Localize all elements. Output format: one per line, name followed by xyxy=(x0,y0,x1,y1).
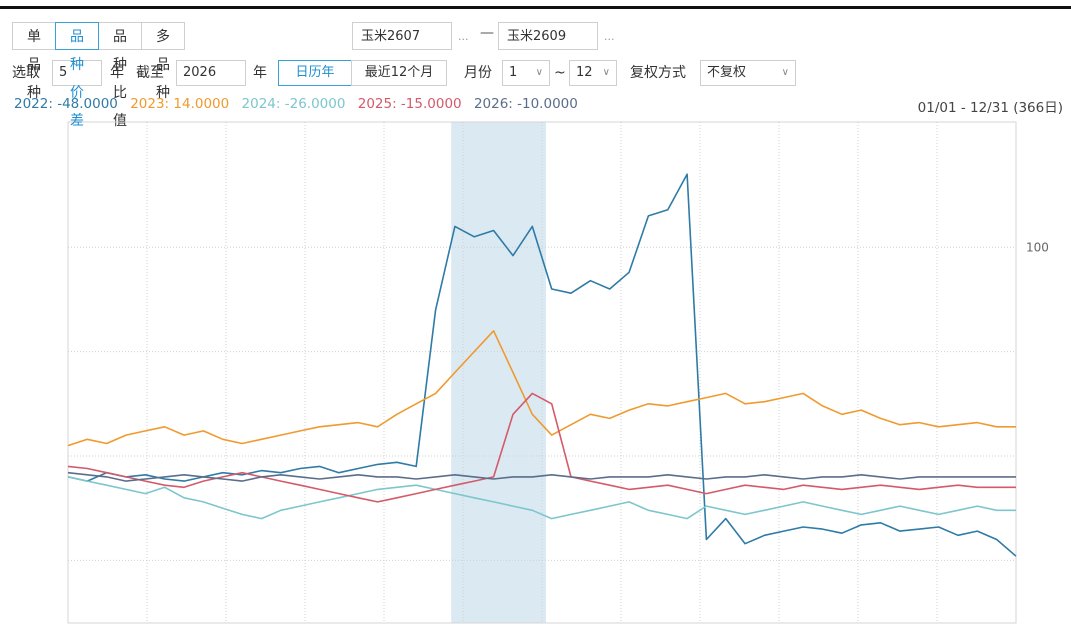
pair-dash: — xyxy=(480,25,494,41)
tab-single[interactable]: 单品种 xyxy=(12,22,56,101)
month-label: 月份 xyxy=(464,65,492,81)
series-line-2025 xyxy=(67,392,1016,503)
until-label: 截至 xyxy=(136,65,164,81)
adjust-label: 复权方式 xyxy=(630,65,686,81)
month-to-value: 12 xyxy=(576,65,593,80)
series-line-2024 xyxy=(67,476,1016,520)
contract-a-input[interactable]: 玉米2607 xyxy=(352,22,452,50)
month-tilde: ~ xyxy=(554,65,566,81)
legend-2025[interactable]: 2025: -15.0000 xyxy=(357,96,462,112)
contract-b-group: 玉米2609 ... xyxy=(498,22,615,50)
contract-b-more[interactable]: ... xyxy=(604,29,615,43)
filter-bar: 选取 5 年 截至 2026 年 日历年 最近12个月 月份 1 ∨ ~ 12 … xyxy=(12,60,1062,88)
tab-spread[interactable]: 品种价差 xyxy=(55,22,99,129)
recent-12-months-button[interactable]: 最近12个月 xyxy=(351,60,447,86)
series-line-2022 xyxy=(67,173,1017,557)
years-input[interactable]: 5 xyxy=(52,60,102,86)
contract-a-group: 玉米2607 ... xyxy=(352,22,469,50)
adjust-select[interactable]: 不复权 ∨ xyxy=(700,60,796,86)
series-legend: 2022: -48.0000 2023: 14.0000 2024: -26.0… xyxy=(14,96,586,114)
chevron-down-icon: ∨ xyxy=(781,67,789,78)
highlight-band xyxy=(451,122,546,623)
spread-chart[interactable]: 100 xyxy=(0,118,1071,640)
month-to-select[interactable]: 12 ∨ xyxy=(569,60,617,86)
legend-2026[interactable]: 2026: -10.0000 xyxy=(473,96,578,112)
legend-2022[interactable]: 2022: -48.0000 xyxy=(14,96,118,112)
mode-tabs: 单品种 品种价差 品种比值 多品种 xyxy=(12,22,185,129)
tab-ratio[interactable]: 品种比值 xyxy=(98,22,142,129)
series-line-2023 xyxy=(67,330,1016,447)
month-from-select[interactable]: 1 ∨ xyxy=(502,60,550,86)
contract-b-input[interactable]: 玉米2609 xyxy=(498,22,598,50)
end-year-unit: 年 xyxy=(253,65,267,81)
calendar-year-button[interactable]: 日历年 xyxy=(278,60,352,86)
legend-2024[interactable]: 2024: -26.0000 xyxy=(241,96,346,112)
y-tick-label: 100 xyxy=(1026,240,1049,254)
date-range: 01/01 - 12/31 (366日) xyxy=(917,100,1063,116)
series-line-2026 xyxy=(67,471,1016,482)
chevron-down-icon: ∨ xyxy=(535,67,543,78)
top-rule xyxy=(0,6,1071,9)
legend-2023[interactable]: 2023: 14.0000 xyxy=(130,96,230,112)
end-year-input[interactable]: 2026 xyxy=(176,60,246,86)
year-unit: 年 xyxy=(110,65,124,81)
chevron-down-icon: ∨ xyxy=(602,67,610,78)
tab-multi[interactable]: 多品种 xyxy=(141,22,185,101)
adjust-value: 不复权 xyxy=(707,65,747,80)
contract-a-more[interactable]: ... xyxy=(458,29,469,43)
select-label: 选取 xyxy=(12,65,40,81)
month-from-value: 1 xyxy=(509,65,518,80)
